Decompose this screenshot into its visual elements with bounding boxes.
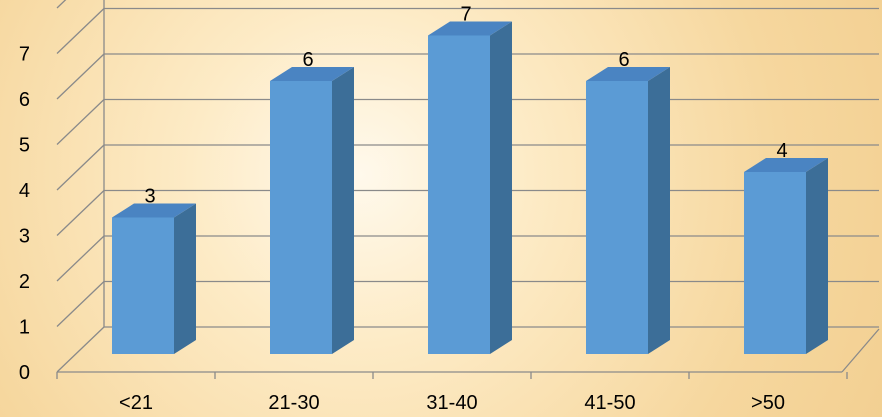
y-axis-ticks: 0 1 2 3 4 5 6 7 bbox=[19, 44, 30, 385]
y-tick-label: 7 bbox=[19, 44, 30, 66]
bar-side bbox=[490, 21, 512, 354]
bar-top bbox=[270, 67, 354, 81]
gridline-side bbox=[56, 0, 67, 9]
y-tick-label: 5 bbox=[19, 135, 30, 157]
bar-top bbox=[428, 21, 512, 36]
bar-top bbox=[112, 203, 196, 218]
y-tick-label: 3 bbox=[19, 226, 30, 248]
bar-side bbox=[174, 203, 196, 354]
data-label: 3 bbox=[144, 186, 155, 208]
gridline-side bbox=[56, 281, 105, 327]
gridline-side bbox=[56, 235, 105, 282]
bar bbox=[428, 21, 512, 354]
x-tick-label: >50 bbox=[751, 392, 785, 414]
y-tick-label: 6 bbox=[19, 89, 30, 111]
bar bbox=[112, 203, 196, 354]
bar-front bbox=[428, 35, 490, 354]
gridline-side bbox=[56, 8, 105, 54]
bar bbox=[744, 158, 828, 354]
gridline-side bbox=[56, 326, 105, 373]
floor-right-edge bbox=[841, 328, 880, 373]
bar-front bbox=[586, 81, 648, 354]
data-labels: 3 6 7 6 4 bbox=[144, 4, 787, 208]
x-tick-label: 31-40 bbox=[426, 392, 477, 414]
bar-side bbox=[806, 158, 828, 354]
gridline-side bbox=[56, 99, 105, 145]
bar-top bbox=[744, 158, 828, 172]
bar-front bbox=[270, 81, 332, 354]
x-tick-label: 21-30 bbox=[268, 392, 319, 414]
gridline-side bbox=[56, 53, 105, 100]
bar bbox=[270, 67, 354, 354]
x-tick-label: 41-50 bbox=[584, 392, 635, 414]
data-label: 6 bbox=[302, 49, 313, 71]
x-axis-ticks: <21 21-30 31-40 41-50 >50 bbox=[56, 372, 848, 414]
gridline-side bbox=[56, 190, 105, 236]
data-label: 7 bbox=[460, 4, 471, 26]
bar-top bbox=[586, 67, 670, 81]
bar-side bbox=[332, 67, 354, 354]
x-tick-label: <21 bbox=[119, 392, 153, 414]
y-tick-label: 0 bbox=[19, 362, 30, 384]
bar bbox=[586, 67, 670, 354]
gridline-side bbox=[56, 144, 105, 191]
y-tick-label: 1 bbox=[19, 317, 30, 339]
y-tick-label: 2 bbox=[19, 271, 30, 293]
bar-front bbox=[744, 172, 806, 354]
bar-front bbox=[112, 217, 174, 354]
data-label: 6 bbox=[618, 49, 629, 71]
y-tick-label: 4 bbox=[19, 180, 30, 202]
data-label: 4 bbox=[776, 140, 787, 162]
bars bbox=[112, 21, 828, 354]
bar-side bbox=[648, 67, 670, 354]
